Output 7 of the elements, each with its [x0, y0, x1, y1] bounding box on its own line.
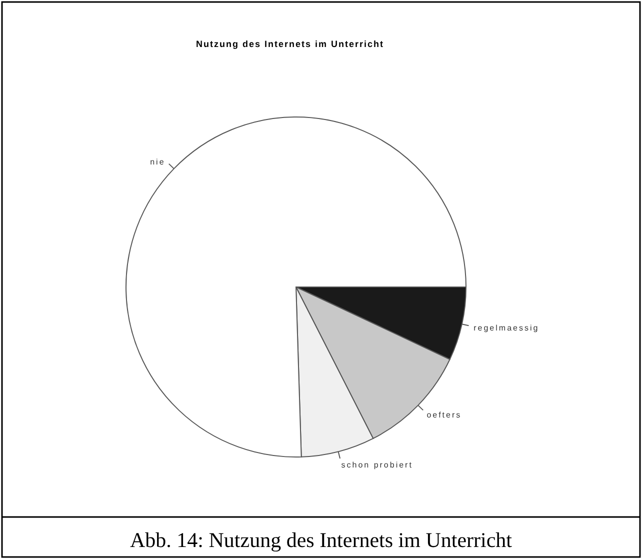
slice-label: schon probiert: [341, 460, 413, 470]
slice-label: nie: [150, 157, 166, 166]
pie-slice: [126, 116, 466, 458]
caption: Abb. 14: Nutzung des Internets im Unterricht: [130, 528, 512, 552]
slice-label: oefters: [426, 410, 462, 420]
slice-label: regelmaessig: [474, 324, 540, 333]
chart-title: Nutzung des Internets im Unterricht: [196, 39, 384, 49]
